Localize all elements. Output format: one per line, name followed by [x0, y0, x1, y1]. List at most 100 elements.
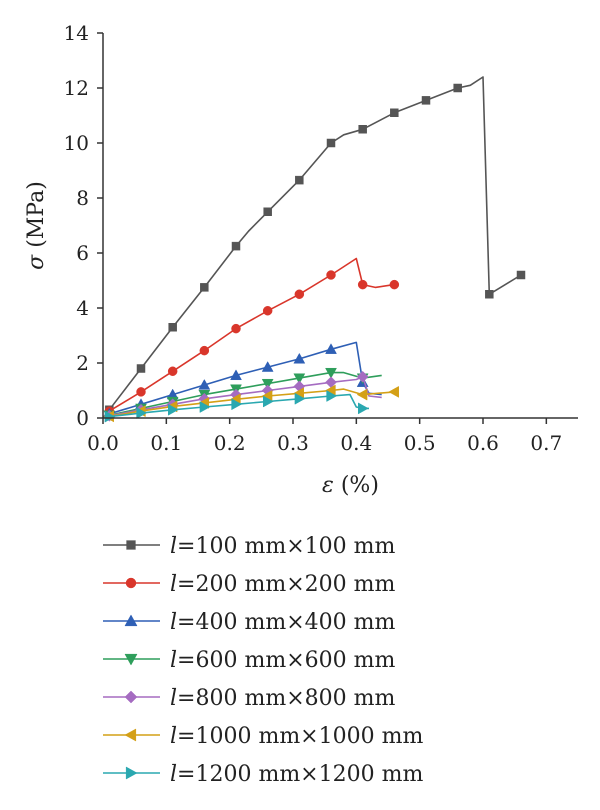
legend-label-symbol: l: [170, 648, 177, 673]
data-point: [263, 207, 272, 216]
data-point: [453, 83, 462, 93]
legend-marker: [125, 766, 138, 780]
legend: l=100 mm×100 mml=200 mm×200 mml=400 mm×4…: [103, 534, 423, 787]
series-line: [102, 388, 395, 419]
x-axis-unit: (%): [334, 473, 379, 498]
data-point: [136, 387, 146, 397]
data-point: [198, 378, 211, 390]
data-point: [168, 323, 177, 332]
legend-label: l=600 mm×600 mm: [170, 648, 395, 673]
data-point: [199, 345, 210, 356]
legend-label-symbol: l: [170, 610, 177, 635]
x-tick-label: 0.6: [467, 431, 499, 455]
legend-label: l=1000 mm×1000 mm: [170, 724, 423, 749]
x-tick-label: 0.0: [87, 431, 119, 455]
data-point: [136, 364, 146, 373]
data-point: [357, 279, 368, 290]
legend-label-text: =100 mm×100 mm: [177, 534, 395, 559]
legend-marker: [124, 690, 138, 704]
legend-item: l=400 mm×400 mm: [103, 610, 395, 635]
legend-label: l=400 mm×400 mm: [170, 610, 395, 635]
data-point: [231, 241, 241, 251]
y-tick-label: 10: [64, 131, 89, 155]
data-point: [325, 343, 337, 354]
legend-item: l=200 mm×200 mm: [103, 572, 395, 597]
data-point: [516, 270, 526, 280]
data-point: [293, 352, 306, 364]
data-point: [200, 283, 209, 292]
data-point: [388, 385, 399, 398]
legend-label: l=100 mm×100 mm: [170, 534, 395, 559]
series-2: [102, 257, 400, 419]
x-tick-label: 0.2: [214, 431, 246, 455]
data-point: [293, 373, 306, 385]
legend-label: l=800 mm×800 mm: [170, 686, 395, 711]
x-tick-label: 0.1: [150, 431, 182, 455]
data-point: [325, 367, 337, 379]
data-point: [358, 402, 369, 415]
data-point: [263, 395, 274, 408]
legend-label-symbol: l: [170, 762, 177, 787]
data-point: [262, 306, 273, 316]
legend-label-text: =600 mm×600 mm: [177, 648, 395, 673]
legend-label-text: =800 mm×800 mm: [177, 686, 395, 711]
data-point: [356, 370, 369, 383]
y-tick-label: 6: [76, 241, 89, 265]
data-point: [261, 378, 274, 390]
y-tick-label: 4: [76, 296, 89, 320]
y-axis-symbol: σ: [24, 254, 49, 270]
data-point: [294, 392, 306, 405]
data-point: [326, 270, 336, 280]
data-point: [261, 361, 274, 372]
legend-marker: [124, 728, 137, 742]
legend-label: l=200 mm×200 mm: [170, 572, 395, 597]
y-axis-title: σ (MPa): [24, 181, 49, 270]
y-tick-label: 0: [76, 406, 89, 430]
data-point: [358, 125, 367, 134]
data-point: [326, 138, 336, 148]
legend-marker: [124, 614, 138, 627]
legend-label-text: =200 mm×200 mm: [177, 572, 395, 597]
legend-item: l=100 mm×100 mm: [103, 534, 395, 559]
series-line: [102, 257, 395, 419]
y-tick-label: 12: [64, 76, 89, 100]
legend-label-symbol: l: [170, 724, 177, 749]
x-tick-label: 0.5: [404, 431, 436, 455]
series-7: [102, 390, 369, 423]
data-point: [136, 407, 148, 419]
data-point: [356, 388, 368, 401]
x-tick-label: 0.4: [340, 431, 372, 455]
data-point: [389, 279, 400, 290]
legend-item: l=1200 mm×1200 mm: [103, 762, 423, 787]
legend-label-symbol: l: [170, 686, 177, 711]
data-point: [421, 96, 431, 105]
legend-label-text: =1200 mm×1200 mm: [177, 762, 423, 787]
legend-label-symbol: l: [170, 534, 177, 559]
data-point: [199, 401, 211, 413]
data-point: [230, 369, 242, 381]
x-axis-title: ε (%): [322, 473, 379, 498]
data-point: [231, 398, 243, 411]
x-axis-symbol: ε: [322, 473, 334, 498]
axes: [102, 33, 578, 419]
data-point: [294, 289, 305, 299]
x-tick-label: 0.3: [277, 431, 309, 455]
data-point: [104, 410, 116, 423]
y-tick-label: 14: [64, 21, 89, 45]
legend-item: l=800 mm×800 mm: [103, 686, 395, 711]
legend-label: l=1200 mm×1200 mm: [170, 762, 423, 787]
data-point: [295, 175, 304, 185]
data-point: [485, 290, 494, 299]
legend-label-symbol: l: [170, 572, 177, 597]
data-point: [231, 323, 241, 334]
data-point: [167, 366, 178, 376]
legend-marker: [124, 653, 138, 666]
legend-marker: [126, 540, 136, 550]
plot-area: [102, 76, 526, 423]
legend-label-text: =1000 mm×1000 mm: [177, 724, 423, 749]
ticks: 0.0 0.1 0.2 0.3 0.4 0.5 0.6 0.7 0 2 4 6 8 10 12 14: [64, 21, 563, 455]
y-tick-label: 2: [76, 351, 89, 375]
y-axis-unit: (MPa): [24, 181, 49, 255]
y-tick-label: 8: [76, 186, 89, 210]
